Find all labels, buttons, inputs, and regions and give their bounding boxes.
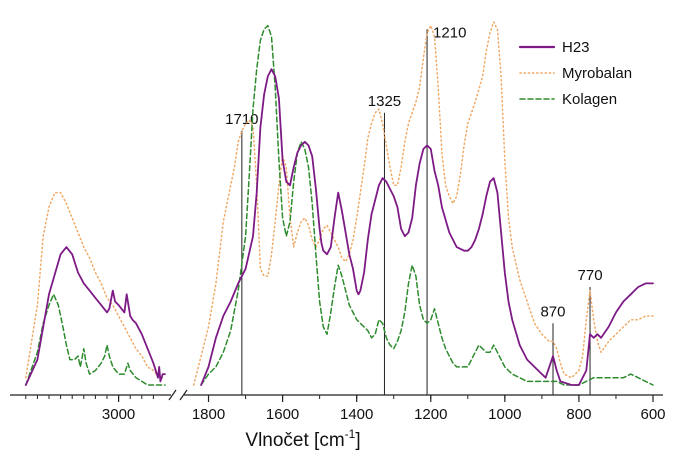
- axis-break-mark-1: [168, 389, 177, 401]
- x-tick-label: 1200: [414, 406, 447, 423]
- x-tick-label: 1800: [192, 406, 225, 423]
- x-tick-label: 1600: [266, 406, 299, 423]
- x-tick-label: 1000: [488, 406, 521, 423]
- legend-label-kolagen: Kolagen: [562, 91, 617, 108]
- peak-label-1210: 1210: [433, 24, 466, 41]
- x-axis-title: Vlnočet [cm-1]: [245, 427, 360, 451]
- peak-label-1710: 1710: [225, 111, 258, 128]
- series-line-myrobalan-segment-1: [25, 191, 166, 379]
- x-axis: 3000 1800 1600 1400 1200 1000 800 600: [10, 389, 666, 423]
- series-line-kolagen-segment-2: [200, 24, 654, 386]
- axis-break-mark-2: [179, 389, 188, 401]
- series-line-h23-segment-2: [200, 68, 654, 386]
- x-tick-label: 600: [640, 406, 665, 423]
- peak-label-770: 770: [578, 267, 603, 284]
- x-tick-label: 1400: [340, 406, 373, 423]
- x-tick-label: 3000: [102, 406, 135, 423]
- series-line-kolagen-segment-1: [25, 293, 166, 386]
- peak-label-870: 870: [540, 303, 565, 320]
- peak-label-1325: 1325: [368, 93, 401, 110]
- series-line-h23-segment-1: [24, 246, 166, 386]
- spectrum-series: [24, 21, 654, 386]
- legend: H23 Myrobalan Kolagen: [518, 39, 632, 108]
- series-line-myrobalan-segment-2: [192, 21, 654, 386]
- legend-label-h23: H23: [562, 39, 590, 56]
- legend-label-myrobalan: Myrobalan: [562, 65, 632, 82]
- x-tick-label: 800: [566, 406, 591, 423]
